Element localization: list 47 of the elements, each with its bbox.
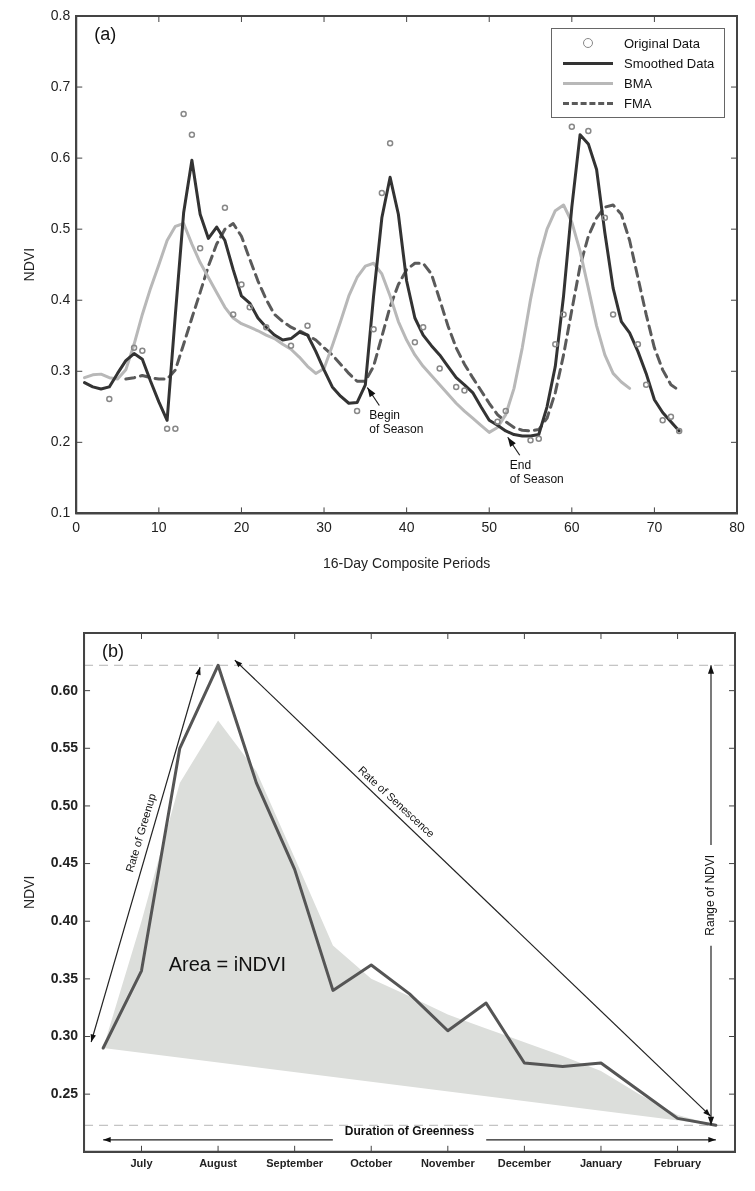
x-tick-label: 30: [316, 518, 333, 535]
annotation: Begin of Season: [369, 407, 424, 436]
x-tick-label: December: [497, 1157, 552, 1170]
y-tick-label: 0.3: [50, 362, 71, 379]
y-tick-label: 0.60: [50, 681, 79, 698]
annotation: Duration of Greenness: [344, 1124, 475, 1139]
x-tick-label: February: [654, 1157, 702, 1170]
y-tick-label: 0.25: [50, 1085, 79, 1102]
y-tick-label: 0.35: [50, 969, 79, 986]
legend-label: FMA: [624, 95, 652, 111]
y-axis-title: NDVI: [21, 875, 38, 910]
y-tick-label: 0.4: [50, 291, 71, 308]
y-tick-label: 0.7: [50, 77, 71, 94]
annotation: Area = iNDVI: [168, 952, 286, 975]
x-tick-label: 40: [398, 518, 415, 535]
y-tick-label: 0.1: [50, 504, 71, 521]
x-tick-label: 60: [564, 518, 580, 535]
legend-label: BMA: [624, 75, 653, 91]
y-tick-label: 0.6: [50, 148, 71, 165]
y-tick-label: 0.55: [50, 739, 79, 756]
annotation: End of Season: [509, 457, 564, 486]
annotation: (a): [94, 23, 117, 44]
x-tick-label: 50: [481, 518, 498, 535]
y-tick-label: 0.40: [50, 912, 79, 929]
y-tick-label: 0.50: [50, 796, 79, 813]
x-tick-label: August: [199, 1157, 238, 1170]
legend-label: Smoothed Data: [624, 55, 715, 71]
annotation: (b): [102, 640, 125, 661]
x-axis-title: 16-Day Composite Periods: [322, 555, 491, 572]
y-tick-label: 0.2: [50, 433, 71, 450]
x-tick-label: 0: [72, 518, 81, 535]
legend-label: Original Data: [624, 35, 700, 51]
y-axis-title: NDVI: [21, 247, 38, 282]
x-tick-label: November: [420, 1157, 476, 1170]
annotation: Range of NDVI: [703, 854, 718, 936]
x-tick-label: September: [266, 1157, 324, 1170]
x-tick-label: January: [579, 1157, 623, 1170]
x-tick-label: July: [130, 1157, 154, 1170]
y-tick-label: 0.5: [50, 220, 71, 237]
y-tick-label: 0.8: [50, 6, 71, 23]
x-tick-label: 10: [151, 518, 167, 535]
x-tick-label: 70: [646, 518, 663, 535]
x-tick-label: 20: [233, 518, 250, 535]
y-tick-label: 0.30: [50, 1027, 79, 1044]
y-tick-label: 0.45: [50, 854, 79, 871]
x-tick-label: 80: [729, 518, 745, 535]
x-tick-label: October: [350, 1157, 394, 1170]
